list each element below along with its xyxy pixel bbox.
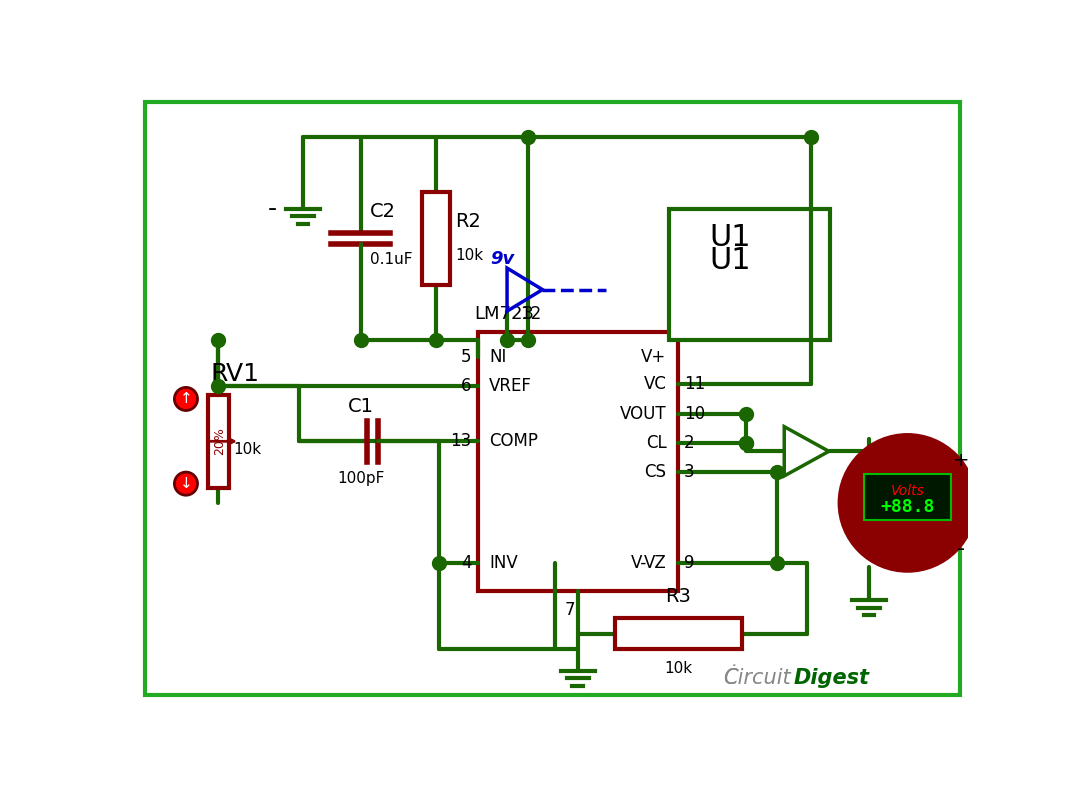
Text: C2: C2 bbox=[370, 202, 396, 221]
Text: 4: 4 bbox=[461, 554, 471, 572]
Text: 10: 10 bbox=[685, 405, 705, 423]
Text: +: + bbox=[953, 451, 969, 470]
Text: VZ: VZ bbox=[644, 554, 666, 572]
Text: VOUT: VOUT bbox=[620, 405, 666, 423]
Text: -: - bbox=[957, 539, 966, 559]
Text: 6: 6 bbox=[461, 377, 471, 395]
Text: 11: 11 bbox=[685, 374, 705, 393]
Text: 100pF: 100pF bbox=[337, 471, 385, 486]
Text: V+: V+ bbox=[641, 348, 666, 366]
Text: COMP: COMP bbox=[489, 432, 538, 450]
Text: 10k: 10k bbox=[234, 442, 262, 457]
Text: -: - bbox=[267, 197, 277, 220]
Text: VC: VC bbox=[644, 374, 666, 393]
FancyBboxPatch shape bbox=[478, 332, 678, 592]
Circle shape bbox=[840, 435, 976, 570]
Text: 0.1uF: 0.1uF bbox=[370, 253, 413, 268]
Text: C: C bbox=[722, 668, 737, 688]
Text: Volts: Volts bbox=[890, 483, 924, 498]
Text: V-: V- bbox=[631, 554, 647, 572]
Text: C1: C1 bbox=[348, 397, 374, 416]
Text: 5: 5 bbox=[461, 348, 471, 366]
Text: CS: CS bbox=[645, 463, 666, 481]
Text: Digest: Digest bbox=[793, 668, 870, 688]
Text: +88.8: +88.8 bbox=[881, 498, 935, 516]
Text: ↑: ↑ bbox=[180, 392, 192, 406]
Text: Ċircuit: Ċircuit bbox=[722, 668, 790, 688]
Circle shape bbox=[175, 387, 197, 411]
Text: INV: INV bbox=[489, 554, 519, 572]
Text: 13: 13 bbox=[451, 432, 471, 450]
Text: 3: 3 bbox=[685, 463, 694, 481]
Text: 7: 7 bbox=[565, 600, 576, 619]
FancyBboxPatch shape bbox=[863, 475, 951, 520]
Text: U1: U1 bbox=[709, 246, 751, 275]
Circle shape bbox=[175, 472, 197, 495]
FancyBboxPatch shape bbox=[668, 209, 830, 340]
Text: LM723: LM723 bbox=[474, 305, 534, 323]
FancyBboxPatch shape bbox=[614, 619, 742, 649]
Text: 9: 9 bbox=[685, 554, 694, 572]
Text: 9v: 9v bbox=[490, 250, 514, 268]
Text: ↓: ↓ bbox=[180, 476, 192, 491]
Text: 2: 2 bbox=[685, 434, 694, 452]
Text: R2: R2 bbox=[455, 212, 482, 231]
Text: CL: CL bbox=[646, 434, 666, 452]
Text: R3: R3 bbox=[665, 587, 691, 607]
FancyBboxPatch shape bbox=[146, 103, 959, 695]
Text: RV1: RV1 bbox=[210, 362, 260, 386]
Text: 20%: 20% bbox=[213, 427, 226, 455]
Text: VREF: VREF bbox=[489, 377, 533, 395]
FancyBboxPatch shape bbox=[423, 192, 450, 284]
FancyBboxPatch shape bbox=[207, 395, 229, 487]
Text: 10k: 10k bbox=[455, 248, 484, 263]
Text: 10k: 10k bbox=[664, 661, 692, 676]
Text: 12: 12 bbox=[520, 305, 541, 323]
Text: U1: U1 bbox=[709, 223, 751, 252]
Text: NI: NI bbox=[489, 348, 507, 366]
